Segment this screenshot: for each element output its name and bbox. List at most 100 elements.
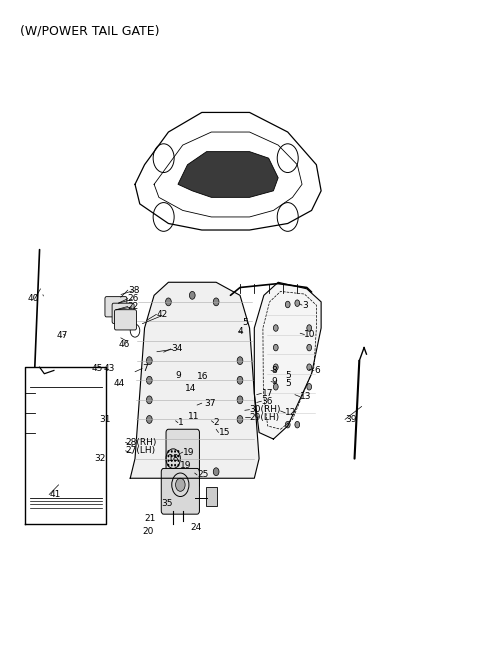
Circle shape — [146, 415, 152, 423]
Circle shape — [237, 396, 243, 404]
Text: 43: 43 — [104, 364, 115, 373]
Circle shape — [168, 455, 169, 457]
Text: 39: 39 — [345, 415, 357, 424]
Text: 21: 21 — [144, 514, 156, 523]
FancyBboxPatch shape — [115, 310, 136, 330]
Text: 26: 26 — [128, 294, 139, 303]
Circle shape — [237, 415, 243, 423]
Circle shape — [285, 301, 290, 308]
Circle shape — [307, 344, 312, 351]
Circle shape — [168, 459, 169, 462]
Circle shape — [237, 357, 243, 365]
Circle shape — [174, 455, 176, 457]
Text: 28(RH): 28(RH) — [125, 438, 157, 447]
Text: 3: 3 — [302, 300, 308, 310]
Text: 30(RH): 30(RH) — [250, 405, 281, 414]
Text: (W/POWER TAIL GATE): (W/POWER TAIL GATE) — [21, 24, 160, 37]
Text: 16: 16 — [197, 373, 208, 382]
Circle shape — [174, 450, 176, 453]
Text: 1: 1 — [178, 419, 184, 427]
Text: 47: 47 — [56, 331, 68, 340]
Circle shape — [174, 459, 176, 462]
Text: 27(LH): 27(LH) — [125, 446, 156, 455]
Text: 12: 12 — [285, 409, 297, 417]
Circle shape — [213, 298, 219, 306]
Text: 18: 18 — [168, 454, 180, 463]
Circle shape — [168, 450, 169, 453]
Text: 5: 5 — [285, 371, 291, 380]
Text: 9: 9 — [271, 377, 277, 386]
Text: 5: 5 — [242, 318, 248, 327]
Circle shape — [307, 364, 312, 371]
Circle shape — [168, 464, 169, 466]
Circle shape — [295, 421, 300, 428]
Text: 37: 37 — [204, 399, 216, 407]
Text: 4: 4 — [238, 327, 243, 336]
Polygon shape — [130, 282, 259, 478]
Text: 14: 14 — [185, 384, 196, 392]
Text: 25: 25 — [197, 470, 208, 480]
Circle shape — [166, 468, 171, 476]
Circle shape — [146, 357, 152, 365]
Text: 22: 22 — [128, 302, 139, 311]
FancyBboxPatch shape — [205, 487, 217, 506]
Circle shape — [190, 291, 195, 299]
Circle shape — [178, 459, 180, 462]
Circle shape — [274, 325, 278, 331]
FancyBboxPatch shape — [105, 297, 127, 317]
Text: 29(LH): 29(LH) — [250, 413, 280, 422]
Text: 10: 10 — [304, 330, 316, 339]
FancyBboxPatch shape — [166, 429, 199, 488]
Text: 34: 34 — [171, 344, 182, 354]
Text: 20: 20 — [142, 527, 154, 537]
Circle shape — [285, 421, 290, 428]
Circle shape — [171, 464, 173, 466]
Text: 32: 32 — [95, 454, 106, 463]
Circle shape — [213, 468, 219, 476]
Circle shape — [307, 384, 312, 390]
Text: 6: 6 — [314, 366, 320, 375]
Text: 2: 2 — [214, 419, 219, 427]
Text: 11: 11 — [188, 412, 199, 420]
Circle shape — [166, 298, 171, 306]
Text: 8: 8 — [271, 366, 277, 375]
Circle shape — [237, 377, 243, 384]
Text: 5: 5 — [285, 379, 291, 388]
Text: 19: 19 — [180, 461, 192, 470]
Text: 40: 40 — [28, 294, 39, 303]
Circle shape — [178, 455, 180, 457]
Circle shape — [171, 459, 173, 462]
Circle shape — [171, 455, 173, 457]
Text: 9: 9 — [176, 371, 181, 380]
Text: 41: 41 — [49, 490, 60, 499]
Text: 38: 38 — [128, 285, 139, 295]
FancyBboxPatch shape — [161, 468, 199, 514]
Text: 19: 19 — [183, 447, 194, 457]
Circle shape — [178, 464, 180, 466]
Text: 17: 17 — [262, 389, 273, 398]
Circle shape — [274, 384, 278, 390]
Polygon shape — [254, 282, 321, 439]
Circle shape — [295, 300, 300, 306]
FancyBboxPatch shape — [112, 303, 134, 323]
Circle shape — [274, 364, 278, 371]
Circle shape — [307, 325, 312, 331]
Circle shape — [178, 450, 180, 453]
Text: 15: 15 — [218, 428, 230, 437]
Text: 36: 36 — [262, 397, 273, 405]
Circle shape — [176, 478, 185, 491]
Text: 31: 31 — [99, 415, 111, 424]
Text: 24: 24 — [190, 523, 201, 532]
Circle shape — [274, 344, 278, 351]
Text: 46: 46 — [118, 340, 130, 349]
Text: 13: 13 — [300, 392, 311, 401]
Text: 44: 44 — [114, 379, 125, 388]
Polygon shape — [178, 152, 278, 197]
Text: 35: 35 — [161, 499, 173, 508]
Text: 45: 45 — [92, 364, 103, 373]
Circle shape — [190, 474, 195, 482]
Circle shape — [174, 464, 176, 466]
Circle shape — [171, 450, 173, 453]
Text: 42: 42 — [156, 310, 168, 319]
Circle shape — [146, 377, 152, 384]
